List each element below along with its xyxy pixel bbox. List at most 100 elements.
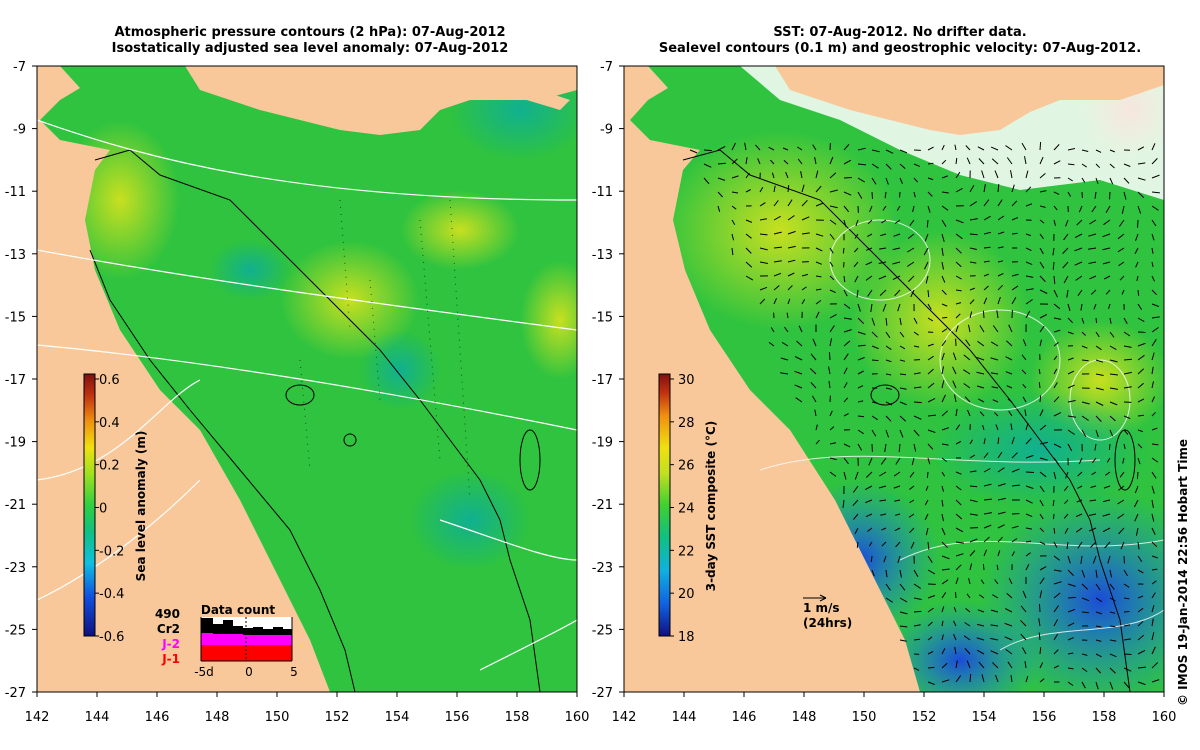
velocity-arrow — [1039, 513, 1044, 520]
velocity-arrow — [814, 157, 817, 165]
right-land-png — [775, 66, 1164, 135]
colorbar-tick-label: 20 — [678, 587, 695, 602]
velocity-arrow — [815, 275, 822, 278]
velocity-arrow — [896, 205, 901, 211]
right-map — [624, 66, 1164, 692]
velocity-arrow — [927, 355, 934, 361]
velocity-arrow — [1025, 563, 1030, 571]
velocity-arrow — [1053, 581, 1062, 585]
velocity-arrow — [894, 289, 901, 297]
velocity-arrow — [1137, 555, 1143, 562]
velocity-arrow — [857, 370, 864, 375]
colorbar-tick-label: -0.4 — [99, 587, 124, 602]
velocity-arrow — [955, 408, 958, 417]
colorbar-tick-label: -0.6 — [99, 630, 124, 645]
velocity-arrow — [1076, 499, 1083, 503]
right-sealevel-contours — [759, 219, 1164, 651]
velocity-arrow — [1102, 527, 1111, 533]
velocity-arrow — [794, 356, 803, 361]
velocity-arrow — [843, 275, 846, 283]
velocity-arrow — [1137, 595, 1144, 599]
velocity-arrow — [941, 219, 947, 227]
velocity-arrow — [1151, 143, 1156, 151]
velocity-arrow — [941, 352, 945, 361]
velocity-arrow — [1053, 569, 1062, 572]
colorbar-tick-label: 22 — [678, 544, 695, 559]
velocity-arrow — [1134, 485, 1139, 494]
velocity-arrow — [1109, 625, 1116, 628]
velocity-arrow — [867, 219, 873, 225]
velocity-arrow — [997, 215, 1005, 221]
velocity-arrow — [1064, 499, 1069, 505]
velocity-arrow — [1109, 569, 1112, 578]
velocity-arrow — [1021, 369, 1027, 375]
velocity-arrow — [976, 637, 985, 641]
velocity-arrow — [1109, 177, 1114, 185]
velocity-arrow — [1136, 275, 1139, 282]
velocity-arrow — [868, 541, 873, 547]
right-lon-tick-label: 154 — [972, 710, 997, 725]
velocity-arrow — [995, 424, 999, 431]
velocity-arrow — [885, 583, 891, 591]
velocity-arrow — [843, 413, 849, 417]
velocity-arrow — [857, 357, 865, 361]
velocity-arrow — [797, 158, 803, 165]
velocity-arrow — [1137, 368, 1145, 375]
velocity-arrow — [885, 429, 889, 438]
velocity-arrow — [731, 158, 738, 165]
velocity-arrow — [1053, 541, 1058, 548]
velocity-arrow — [780, 372, 789, 375]
velocity-arrow — [899, 149, 908, 154]
velocity-arrow — [871, 191, 873, 199]
velocity-arrow — [828, 366, 831, 375]
velocity-arrow — [913, 331, 919, 336]
velocity-arrow — [1151, 568, 1158, 571]
velocity-arrow — [1052, 247, 1055, 256]
velocity-arrow — [1106, 457, 1111, 463]
velocity-arrow — [1137, 342, 1146, 347]
velocity-arrow — [864, 485, 873, 491]
velocity-arrow — [1021, 142, 1027, 151]
velocity-arrow — [983, 438, 986, 445]
velocity-arrow — [941, 527, 946, 536]
velocity-arrow — [1053, 329, 1061, 333]
velocity-arrow — [910, 289, 915, 298]
velocity-arrow — [927, 457, 931, 465]
velocity-arrow — [854, 233, 859, 239]
velocity-arrow — [1121, 289, 1125, 295]
velocity-arrow — [878, 485, 887, 489]
velocity-arrow — [1108, 303, 1111, 309]
velocity-arrow — [1025, 233, 1032, 237]
velocity-arrow — [997, 437, 1000, 445]
velocity-arrow — [1010, 675, 1013, 683]
velocity-arrow — [1109, 191, 1111, 200]
velocity-arrow — [1137, 146, 1145, 151]
right-lon-tick-label: 156 — [1032, 710, 1057, 725]
velocity-arrow — [1011, 184, 1015, 193]
velocity-arrow — [759, 202, 766, 207]
velocity-arrow — [983, 483, 992, 487]
velocity-arrow — [913, 317, 918, 324]
velocity-arrow — [1067, 667, 1074, 670]
velocity-arrow — [952, 352, 957, 361]
velocity-arrow — [941, 620, 944, 627]
velocity-arrow — [1102, 247, 1111, 251]
velocity-arrow — [927, 555, 933, 563]
velocity-arrow — [1063, 275, 1069, 284]
velocity-arrow — [1039, 662, 1044, 669]
velocity-arrow — [990, 637, 999, 641]
velocity-arrow — [981, 674, 985, 683]
velocity-arrow — [885, 317, 888, 326]
velocity-arrow — [983, 246, 991, 249]
velocity-arrow — [997, 483, 1006, 487]
velocity-arrow — [955, 261, 962, 268]
velocity-arrow — [1025, 170, 1029, 179]
velocity-scale: 1 m/s (24hrs) — [803, 594, 852, 630]
velocity-arrow — [913, 624, 921, 627]
velocity-arrow — [787, 298, 791, 305]
velocity-arrow — [1077, 541, 1083, 549]
velocity-arrow — [990, 609, 999, 613]
right-lon-tick-label: 150 — [852, 710, 877, 725]
velocity-arrow — [983, 260, 990, 263]
velocity-arrow — [997, 260, 1004, 263]
